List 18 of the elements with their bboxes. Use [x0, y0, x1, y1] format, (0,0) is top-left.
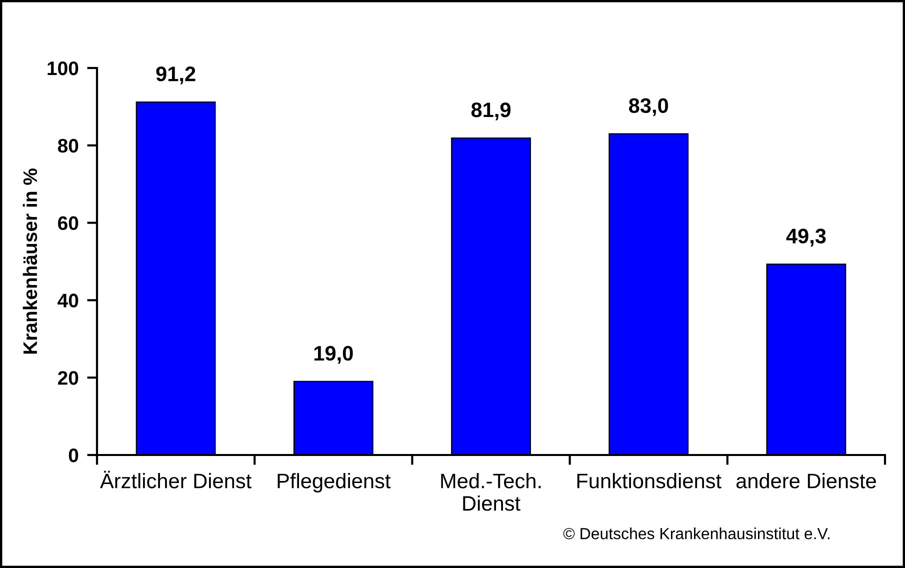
data-label: 83,0	[628, 98, 668, 116]
y-axis-title: Krankenhäuser in %	[22, 168, 38, 354]
y-tick-label: 0	[68, 448, 78, 462]
data-label: 81,9	[471, 102, 511, 120]
x-tick-label: Ärztlicher Dienst	[100, 470, 252, 488]
y-tick-label: 60	[58, 216, 78, 230]
data-label: 49,3	[786, 228, 826, 246]
y-tick-label: 40	[58, 294, 78, 308]
x-tick-label: andere Dienste	[736, 473, 876, 488]
x-tick-label: Funktionsdienst	[577, 473, 722, 488]
y-tick-label: 100	[48, 61, 78, 76]
data-label: 19,0	[314, 346, 353, 364]
text: © Deutsches Krankenhausinstitut e.V.	[563, 528, 830, 540]
y-tick-label: 20	[58, 371, 78, 385]
data-label: 91,2	[156, 66, 196, 84]
x-tick-label: Med.-Tech. Dienst	[441, 473, 541, 511]
y-tick-label: 80	[58, 138, 78, 153]
x-tick-label: Pflegedienst	[278, 473, 391, 492]
